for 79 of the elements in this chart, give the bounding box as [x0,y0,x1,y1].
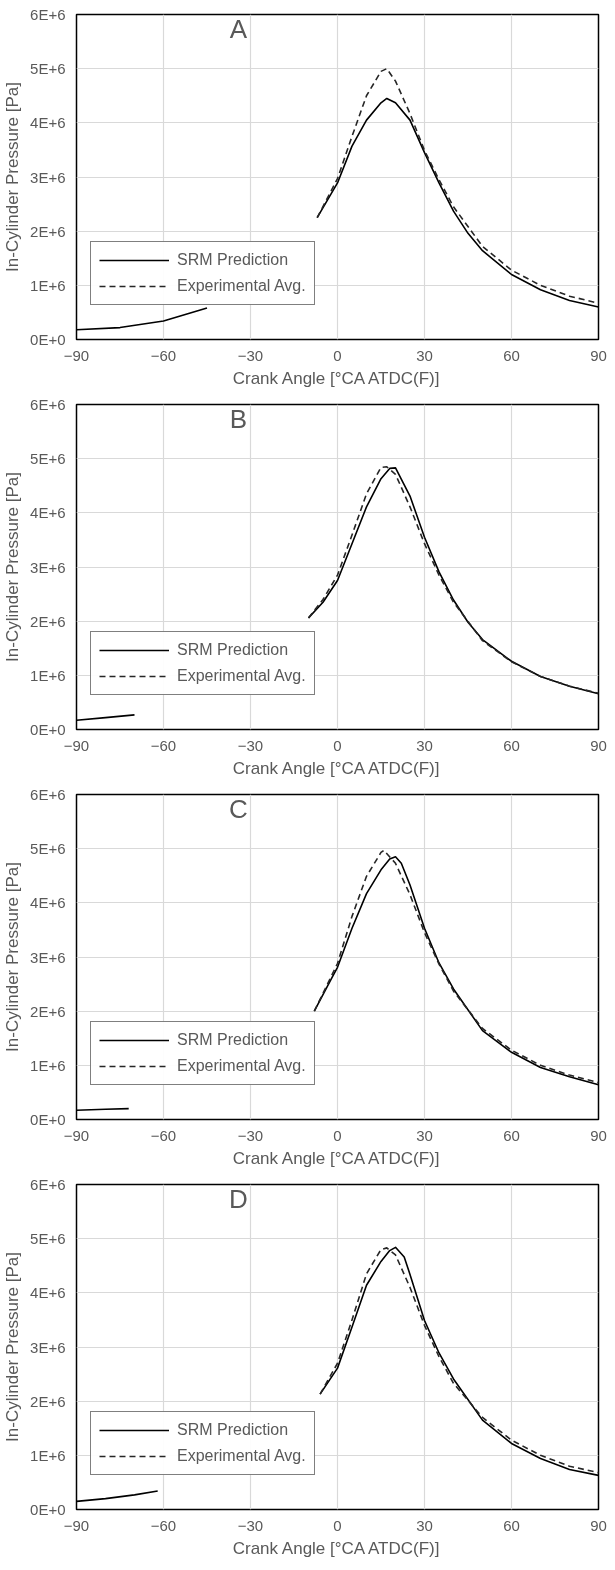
x-tick-label: 60 [503,1516,520,1534]
x-tick-label: 0 [333,346,342,364]
y-tick-label: 1E+6 [30,276,66,294]
y-tick-label: 6E+6 [30,6,66,23]
y-tick-label: 2E+6 [30,222,66,240]
y-tick-label: 3E+6 [30,558,66,576]
chart-title: A [229,14,248,45]
y-tick-label: 2E+6 [30,1002,66,1020]
legend-label: SRM Prediction [177,251,289,269]
y-tick-label: 3E+6 [30,168,66,186]
legend-label: SRM Prediction [177,1031,289,1049]
y-tick-label: 5E+6 [30,840,66,858]
legend-label: Experimental Avg. [177,667,306,685]
x-tick-label: −60 [150,736,177,754]
x-tick-label: 30 [416,346,433,364]
y-tick-label: 6E+6 [30,786,66,803]
legend-label: Experimental Avg. [177,1057,306,1075]
y-tick-label: 0E+0 [30,331,66,348]
x-tick-label: 90 [590,346,607,364]
y-tick-label: 3E+6 [30,948,66,966]
y-tick-label: 6E+6 [30,396,66,413]
x-tick-label: 60 [503,736,520,754]
x-tick-label: 30 [416,1126,433,1144]
y-tick-label: 2E+6 [30,1392,66,1410]
y-tick-label: 5E+6 [30,450,66,468]
x-tick-label: 90 [590,1126,607,1144]
legend-label: SRM Prediction [177,1421,289,1439]
x-axis-title: Crank Angle [°CA ATDC(F)] [232,368,440,388]
y-tick-label: 1E+6 [30,1056,66,1074]
y-tick-label: 6E+6 [30,1176,66,1193]
x-axis-title: Crank Angle [°CA ATDC(F)] [232,1538,440,1558]
chart-title: C [228,794,248,825]
legend-label: Experimental Avg. [177,277,306,295]
x-tick-label: −90 [63,736,90,754]
y-tick-label: 1E+6 [30,1446,66,1464]
y-tick-label: 4E+6 [30,504,66,522]
y-tick-label: 0E+0 [30,721,66,738]
x-tick-label: −90 [63,346,90,364]
y-tick-label: 5E+6 [30,60,66,78]
y-axis-title: In-Cylinder Pressure [Pa] [3,82,23,272]
line-series [307,465,599,695]
y-tick-label: 2E+6 [30,612,66,630]
x-tick-label: 0 [333,1516,342,1534]
x-tick-label: 60 [503,1126,520,1144]
x-tick-label: 0 [333,1126,342,1144]
y-axis-title: In-Cylinder Pressure [Pa] [3,862,23,1052]
y-tick-label: 4E+6 [30,1284,66,1302]
x-tick-label: −60 [150,1516,177,1534]
y-tick-label: 3E+6 [30,1338,66,1356]
line-series [313,849,599,1084]
y-tick-label: 1E+6 [30,666,66,684]
y-tick-label: 0E+0 [30,1501,66,1518]
line-series [319,1247,599,1474]
x-axis-title: Crank Angle [°CA ATDC(F)] [232,1148,440,1168]
x-tick-label: −60 [150,346,177,364]
x-tick-label: 90 [590,736,607,754]
legend-label: SRM Prediction [177,641,289,659]
x-tick-label: −90 [63,1516,90,1534]
y-tick-label: 4E+6 [30,894,66,912]
chart-title: D [228,1184,248,1215]
x-tick-label: 30 [416,1516,433,1534]
y-tick-label: 5E+6 [30,1230,66,1248]
x-tick-label: 30 [416,736,433,754]
x-axis-title: Crank Angle [°CA ATDC(F)] [232,758,440,778]
x-tick-label: −90 [63,1126,90,1144]
x-tick-label: −30 [237,346,264,364]
x-tick-label: −30 [237,1516,264,1534]
y-tick-label: 4E+6 [30,114,66,132]
x-tick-label: −30 [237,736,264,754]
y-tick-label: 0E+0 [30,1111,66,1128]
chart-title: B [229,404,247,435]
legend-label: Experimental Avg. [177,1447,306,1465]
x-tick-label: −60 [150,1126,177,1144]
x-tick-label: 60 [503,346,520,364]
y-axis-title: In-Cylinder Pressure [Pa] [3,1252,23,1442]
y-axis-title: In-Cylinder Pressure [Pa] [3,472,23,662]
x-tick-label: −30 [237,1126,264,1144]
x-tick-label: 0 [333,736,342,754]
x-tick-label: 90 [590,1516,607,1534]
